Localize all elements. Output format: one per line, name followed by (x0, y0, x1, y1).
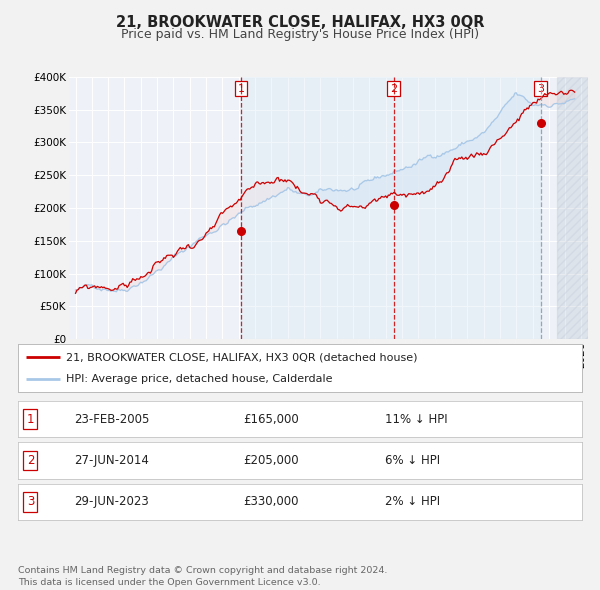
Bar (557, 77, 588, 339)
Text: 27-JUN-2014: 27-JUN-2014 (74, 454, 149, 467)
Text: 2: 2 (26, 454, 34, 467)
Text: 1: 1 (238, 84, 245, 93)
Text: 21, BROOKWATER CLOSE, HALIFAX, HX3 0QR (detached house): 21, BROOKWATER CLOSE, HALIFAX, HX3 0QR (… (66, 352, 418, 362)
Bar (241, 77, 541, 339)
Text: 1: 1 (26, 413, 34, 426)
Text: Contains HM Land Registry data © Crown copyright and database right 2024.
This d: Contains HM Land Registry data © Crown c… (18, 566, 388, 587)
Text: 29-JUN-2023: 29-JUN-2023 (74, 496, 149, 509)
Text: 11% ↓ HPI: 11% ↓ HPI (385, 413, 447, 426)
Text: £205,000: £205,000 (244, 454, 299, 467)
Text: 6% ↓ HPI: 6% ↓ HPI (385, 454, 440, 467)
Text: £330,000: £330,000 (244, 496, 299, 509)
Text: 3: 3 (537, 84, 544, 93)
Text: 2% ↓ HPI: 2% ↓ HPI (385, 496, 440, 509)
Text: 3: 3 (27, 496, 34, 509)
Text: 23-FEB-2005: 23-FEB-2005 (74, 413, 150, 426)
Text: 2: 2 (390, 84, 397, 93)
Text: 21, BROOKWATER CLOSE, HALIFAX, HX3 0QR: 21, BROOKWATER CLOSE, HALIFAX, HX3 0QR (116, 15, 484, 30)
Text: HPI: Average price, detached house, Calderdale: HPI: Average price, detached house, Cald… (66, 374, 332, 384)
Text: Price paid vs. HM Land Registry's House Price Index (HPI): Price paid vs. HM Land Registry's House … (121, 28, 479, 41)
Text: £165,000: £165,000 (244, 413, 299, 426)
